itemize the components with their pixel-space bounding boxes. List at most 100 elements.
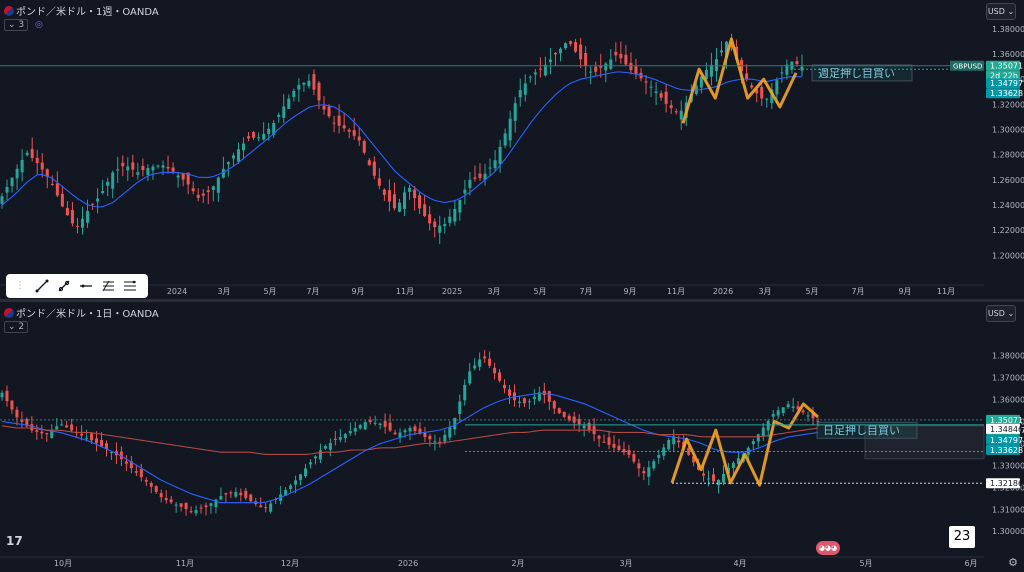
candle-body <box>5 187 9 193</box>
indicator-count: 3 <box>18 20 25 30</box>
candle-body <box>392 194 396 209</box>
drag-handle-icon[interactable]: ⋮ <box>15 281 25 291</box>
candle-body <box>408 187 412 192</box>
candle-body <box>55 183 59 196</box>
candle-body <box>736 458 740 465</box>
candle-body <box>126 166 130 171</box>
candle-body <box>624 54 628 65</box>
price-axis-bg <box>984 0 1024 299</box>
time-tick-label: 3月 <box>619 559 632 568</box>
daily-chart-svg[interactable]: 1.300001.310001.320001.330001.340001.350… <box>0 302 1024 572</box>
weekly-chart-pane[interactable]: 1.20000 1.22000 1.24000 1.26000 1.28000 1.300… <box>0 0 1024 299</box>
candle-body <box>796 406 800 410</box>
candle-body <box>672 436 676 445</box>
daily-price-tag: 1.35071 <box>990 416 1023 425</box>
daily-level-1-tag: 1.34846 <box>990 425 1023 434</box>
candle-body <box>106 181 110 186</box>
candle-body <box>176 175 180 178</box>
indicator-eye-icon[interactable]: ◎ <box>35 20 43 30</box>
weekly-price-tag-bg <box>986 60 1020 71</box>
candle-body <box>387 190 391 202</box>
candle-body <box>35 157 39 164</box>
weekly-moving-average-line <box>1 71 802 208</box>
candle-body <box>709 64 713 77</box>
candle-body <box>775 80 779 95</box>
horizontal-ray-icon[interactable] <box>78 278 94 294</box>
settings-gear-icon[interactable]: ⚙ <box>1008 556 1018 569</box>
daily-indicator-toggle[interactable]: ⌄ 2 <box>4 321 29 333</box>
candle-body <box>503 384 507 389</box>
indicator-count-badge[interactable]: ⌄ 3 <box>4 19 29 31</box>
price-tick-label: 1.38000 <box>992 352 1024 361</box>
candle-body <box>622 449 626 453</box>
candle-body <box>458 200 462 213</box>
info-line-icon[interactable] <box>56 278 72 294</box>
candle-body <box>121 162 125 167</box>
candle-body <box>677 440 681 443</box>
candle-body <box>100 440 104 447</box>
candle-body <box>297 84 301 90</box>
daily-currency-label: USD <box>987 309 1005 318</box>
candle-body <box>348 431 352 434</box>
candle-body <box>20 160 24 173</box>
weekly-symbol-tag-bg <box>950 60 984 71</box>
candle-body <box>226 162 230 165</box>
candle-body <box>780 72 784 74</box>
candle-body <box>209 503 213 506</box>
candle-body <box>96 198 100 202</box>
pane-divider[interactable] <box>0 299 1024 302</box>
fib-retracement-icon[interactable] <box>100 278 116 294</box>
candle-body <box>428 435 432 440</box>
price-tick-label: 1.22000 <box>992 226 1024 235</box>
weekly-countdown-tag: 2d 22h <box>990 72 1018 81</box>
candle-body <box>60 424 64 426</box>
candle-body <box>0 392 4 398</box>
daily-title-text: ポンド／米ドル・1日・OANDA <box>16 309 159 320</box>
events-icon[interactable]: ◕◕◕ <box>816 541 840 555</box>
candle-body <box>70 209 74 224</box>
candle-body <box>368 420 372 423</box>
candle-body <box>308 462 312 465</box>
candle-body <box>574 42 578 52</box>
indicator-count-badge[interactable]: ⌄ 2 <box>4 321 29 333</box>
candle-body <box>144 479 148 482</box>
candle-body <box>95 438 99 444</box>
candle-body <box>614 51 618 56</box>
candle-body <box>498 146 502 164</box>
trend-line-icon[interactable] <box>34 278 50 294</box>
time-tick-label: 7月 <box>851 287 864 296</box>
candle-body <box>247 136 251 139</box>
candle-body <box>512 392 516 401</box>
candle-body <box>124 461 128 464</box>
candle-body <box>337 115 341 126</box>
candle-body <box>397 202 401 212</box>
time-tick-label: 2026 <box>713 287 733 296</box>
candle-body <box>40 162 44 170</box>
candle-body <box>116 169 120 171</box>
parallel-channel-icon[interactable] <box>122 278 138 294</box>
daily-chart-pane[interactable]: 1.300001.310001.320001.330001.340001.350… <box>0 302 1024 572</box>
candle-body <box>453 208 457 222</box>
weekly-indicator-toggle[interactable]: ⌄ 3 ◎ <box>4 19 43 31</box>
weekly-chart-title: ポンド／米ドル・1週・OANDA <box>4 3 159 18</box>
candle-body <box>317 82 321 101</box>
candle-body <box>647 467 651 477</box>
candle-body <box>236 149 240 162</box>
candle-body <box>408 428 412 432</box>
candle-body <box>543 64 547 76</box>
candle-body <box>800 66 804 71</box>
gbp-usd-flag-icon <box>4 308 14 318</box>
price-tick-label: 1.24000 <box>992 201 1024 210</box>
candle-body <box>786 404 790 408</box>
daily-currency-button[interactable]: USD ⌄ <box>986 305 1016 322</box>
candle-body <box>791 406 795 409</box>
candle-body <box>85 437 89 439</box>
weekly-chart-svg[interactable]: 1.20000 1.22000 1.24000 1.26000 1.28000 1.300… <box>0 0 1024 299</box>
weekly-currency-button[interactable]: USD ⌄ <box>986 3 1016 20</box>
candle-body <box>10 400 14 410</box>
candle-body <box>174 504 178 506</box>
candle-body <box>599 65 603 68</box>
candle-body <box>129 461 133 469</box>
weekly-symbol-tag: GBPUSD <box>953 63 982 71</box>
candle-body <box>413 426 417 432</box>
